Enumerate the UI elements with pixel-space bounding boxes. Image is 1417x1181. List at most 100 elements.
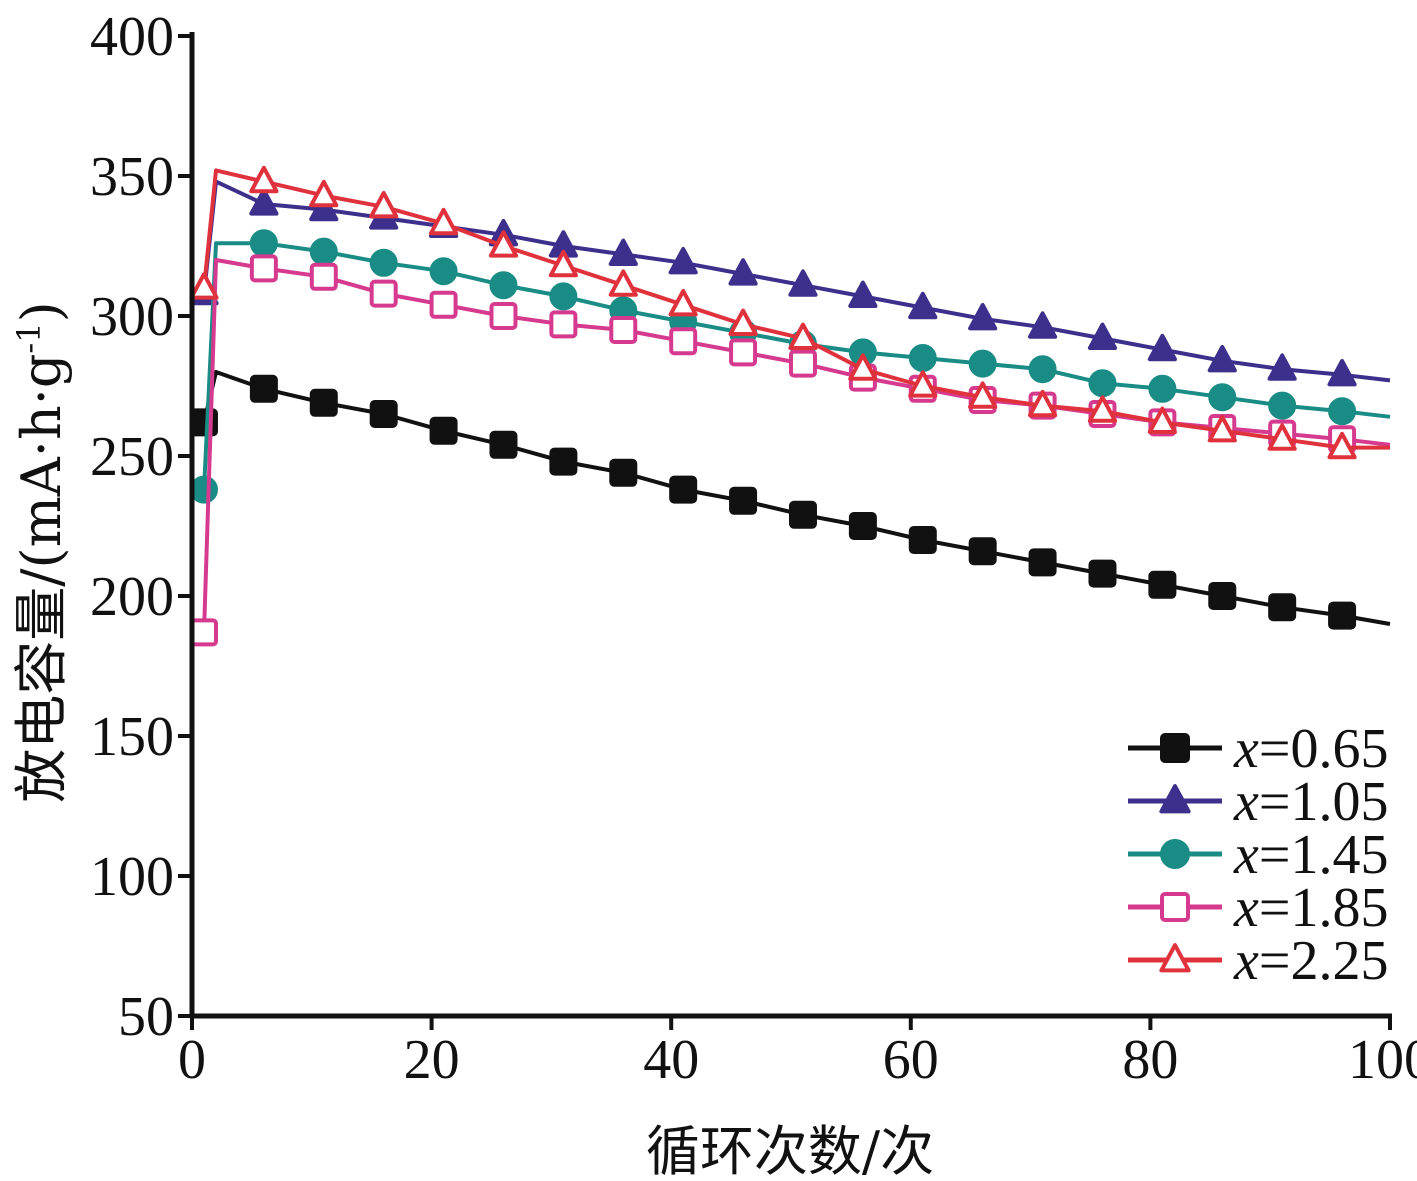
x-tick-label: 80 [1122, 1029, 1178, 1091]
data-point [489, 271, 518, 300]
legend-label: x=0.65 [1233, 718, 1388, 780]
series-1 [189, 370, 1391, 630]
legend-label: x=1.45 [1233, 824, 1388, 886]
data-point [788, 349, 817, 378]
legend-value: =0.65 [1259, 718, 1389, 780]
data-point [249, 374, 278, 403]
x-tick-label: 20 [404, 1029, 460, 1091]
data-point [848, 353, 878, 381]
data-point [1267, 353, 1297, 381]
data-point [549, 447, 578, 476]
y-axis-title-close: ) [10, 301, 73, 322]
data-point [669, 475, 698, 504]
data-point [608, 238, 638, 266]
y-tick-label: 150 [90, 706, 174, 768]
data-point [968, 303, 998, 331]
x-tick-label: 40 [643, 1029, 699, 1091]
legend-marker [1159, 784, 1191, 814]
legend-value: =2.25 [1259, 930, 1389, 992]
series-line [202, 168, 1390, 450]
legend-label: x=1.85 [1233, 877, 1388, 939]
series-line [202, 241, 1391, 490]
data-point [908, 291, 938, 320]
x-tick-label: 100 [1348, 1029, 1417, 1091]
legend: x=0.65x=1.05x=1.45x=1.85x=2.25 [1128, 718, 1388, 992]
y-tick-label: 400 [90, 6, 174, 68]
data-point [609, 458, 638, 487]
legend-value: =1.45 [1259, 824, 1389, 886]
data-point [1268, 593, 1297, 622]
data-point [189, 618, 218, 647]
legend-variable: x [1233, 877, 1259, 939]
data-point [489, 302, 518, 330]
data-point [1028, 355, 1057, 384]
data-point [729, 338, 758, 367]
data-point [309, 388, 338, 417]
data-point [608, 269, 638, 297]
data-point [669, 327, 698, 356]
data-point [369, 248, 398, 277]
x-axis-title: 循环次数/次 [646, 1120, 934, 1181]
y-axis-title-text: 放电容量/(mA·h·g-1) [10, 301, 73, 802]
legend-item: x=2.25 [1128, 930, 1388, 992]
data-point [1148, 374, 1177, 403]
data-point [1028, 548, 1057, 577]
legend-item: x=1.45 [1128, 824, 1388, 886]
data-point [788, 322, 818, 350]
data-point [1327, 431, 1357, 460]
y-axis-title-superscript: -1 [10, 322, 48, 353]
series-5 [189, 165, 1390, 460]
data-point [1087, 322, 1118, 350]
legend-value: =1.85 [1259, 877, 1389, 939]
data-point [309, 179, 339, 208]
legend-item: x=1.85 [1128, 877, 1388, 939]
data-point [968, 537, 997, 566]
data-point [908, 344, 937, 372]
data-point [489, 430, 518, 459]
data-point [309, 262, 338, 291]
legend-marker [1160, 733, 1190, 763]
data-point [1328, 397, 1357, 426]
y-tick-label: 350 [90, 146, 174, 208]
data-point [908, 370, 938, 398]
data-point [1027, 389, 1058, 418]
data-point [309, 237, 338, 266]
series-line [202, 258, 1391, 633]
y-axis-title: 放电容量/(mA·h·g-1) [10, 301, 73, 802]
data-point [968, 381, 998, 409]
data-point [1088, 559, 1117, 588]
data-point [1087, 395, 1118, 423]
y-tick-label: 100 [90, 846, 174, 908]
series-line [202, 370, 1391, 626]
data-point [1207, 415, 1237, 443]
data-point [1147, 406, 1177, 434]
data-point [189, 475, 218, 504]
data-point [1267, 423, 1297, 451]
series-line [202, 179, 1391, 383]
y-tick-label: 250 [90, 426, 174, 488]
axes: 50 100 150 200 250 300 350 400 0 20 40 60 80 100 [90, 6, 1417, 1091]
data-point [549, 282, 578, 311]
data-point [668, 289, 698, 317]
data-point [369, 191, 399, 219]
data-point [249, 165, 279, 194]
data-point [968, 349, 997, 378]
data-point [548, 249, 578, 278]
data-point [429, 257, 458, 286]
legend-label: x=1.05 [1233, 771, 1388, 833]
legend-marker [1159, 943, 1191, 973]
data-point [848, 280, 878, 308]
data-point [369, 400, 398, 428]
y-tick-label: 200 [90, 566, 174, 628]
data-point [488, 230, 519, 258]
data-point [1088, 369, 1117, 398]
data-point [848, 512, 877, 540]
legend-variable: x [1233, 718, 1259, 780]
y-tick-label: 300 [90, 286, 174, 348]
legend-item: x=0.65 [1128, 718, 1388, 780]
legend-marker [1160, 839, 1190, 869]
data-point [1208, 383, 1237, 412]
data-point [249, 229, 278, 258]
data-point [729, 486, 758, 515]
